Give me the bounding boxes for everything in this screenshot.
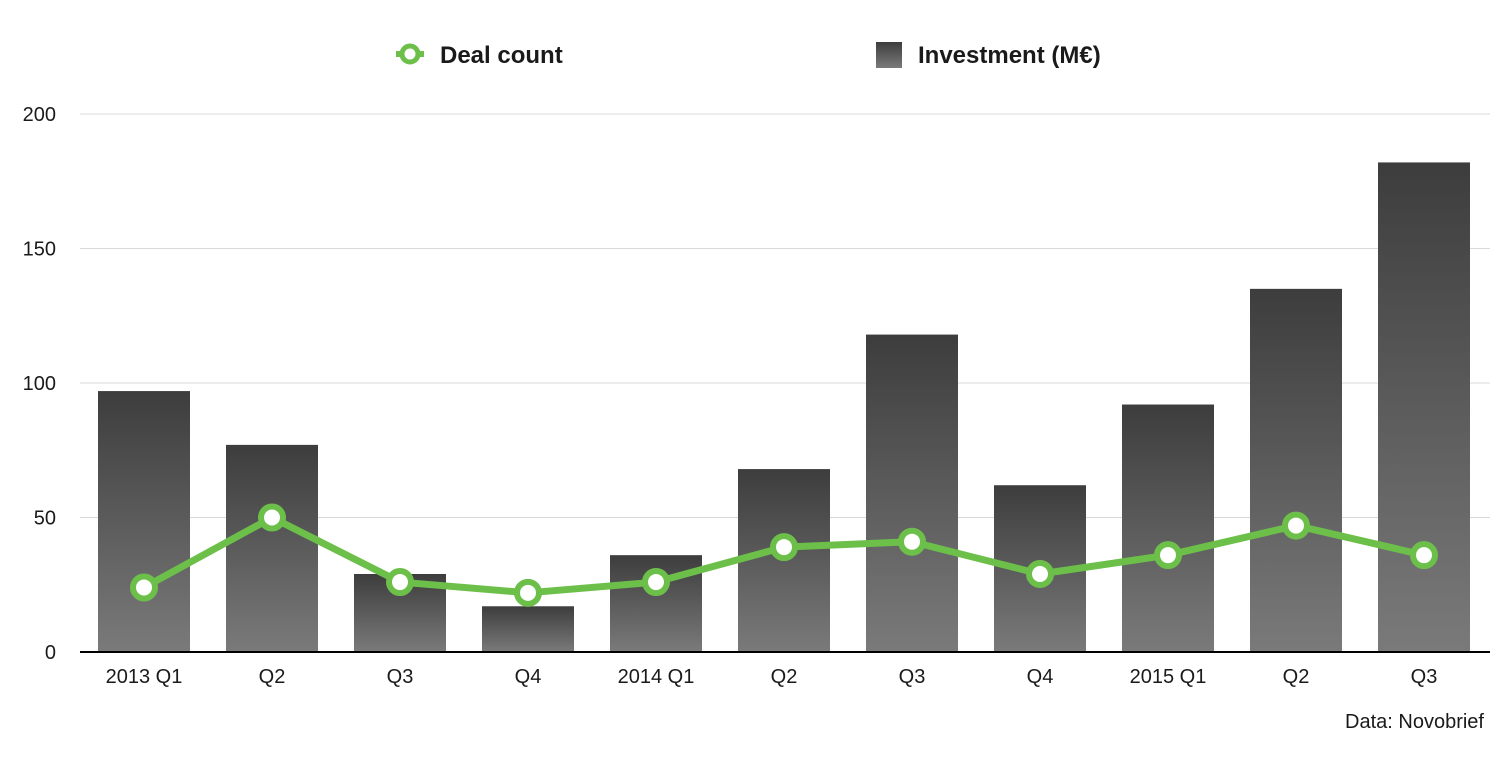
legend-label-investment: Investment (M€) — [918, 42, 1101, 69]
x-tick-label-1: 2013 Q1 — [106, 666, 183, 688]
investment-bar-1 — [98, 391, 190, 652]
y-tick-label-50: 50 — [34, 508, 56, 530]
x-tick-label-5: 2014 Q1 — [618, 666, 695, 688]
investment-bar-9 — [1122, 404, 1214, 652]
y-tick-label-0: 0 — [45, 642, 56, 664]
legend: Deal count Investment (M€) — [396, 42, 1101, 69]
investment-bar-11 — [1378, 162, 1470, 653]
investment-bars — [98, 162, 1470, 653]
y-tick-label-150: 150 — [23, 239, 56, 261]
y-tick-label-200: 200 — [23, 104, 56, 126]
x-tick-label-10: Q2 — [1283, 666, 1310, 688]
deal-count-point-1 — [130, 573, 158, 602]
y-tick-label-100: 100 — [23, 373, 56, 395]
x-axis-tick-labels: 2013 Q1 Q2 Q3 Q4 2014 Q1 Q2 Q3 Q4 2015 Q1 Q2 Q3 — [106, 666, 1438, 688]
deal-count-point-6 — [770, 533, 798, 562]
legend-item-deal-count: Deal count — [396, 42, 563, 69]
deal-count-point-8 — [1026, 559, 1054, 588]
deal-count-series — [130, 503, 1438, 607]
x-tick-label-6: Q2 — [771, 666, 798, 688]
deal-count-point-7 — [898, 527, 926, 556]
deal-count-point-4 — [514, 578, 542, 607]
deal-count-point-10 — [1282, 511, 1310, 540]
investment-bar-4 — [482, 606, 574, 652]
deal-count-point-9 — [1154, 541, 1182, 570]
legend-bar-swatch — [876, 42, 902, 68]
x-tick-label-11: Q3 — [1411, 666, 1438, 688]
x-tick-label-4: Q4 — [515, 666, 542, 688]
deal-count-point-2 — [258, 503, 286, 532]
deal-count-point-11 — [1410, 541, 1438, 570]
x-tick-label-7: Q3 — [899, 666, 926, 688]
legend-marker-swatch — [399, 43, 421, 65]
legend-label-deal-count: Deal count — [440, 42, 563, 69]
x-tick-label-8: Q4 — [1027, 666, 1054, 688]
investment-bar-10 — [1250, 288, 1342, 652]
legend-item-investment: Investment (M€) — [876, 42, 1101, 69]
x-tick-label-9: 2015 Q1 — [1130, 666, 1207, 688]
deal-count-point-3 — [386, 568, 414, 597]
investment-bar-2 — [226, 444, 318, 652]
x-tick-label-3: Q3 — [387, 666, 414, 688]
investment-bar-7 — [866, 334, 958, 652]
deal-count-point-5 — [642, 568, 670, 597]
source-note: Data: Novobrief — [1345, 711, 1484, 733]
y-axis-tick-labels: 0 50 100 150 200 — [23, 104, 56, 664]
x-tick-label-2: Q2 — [259, 666, 286, 688]
